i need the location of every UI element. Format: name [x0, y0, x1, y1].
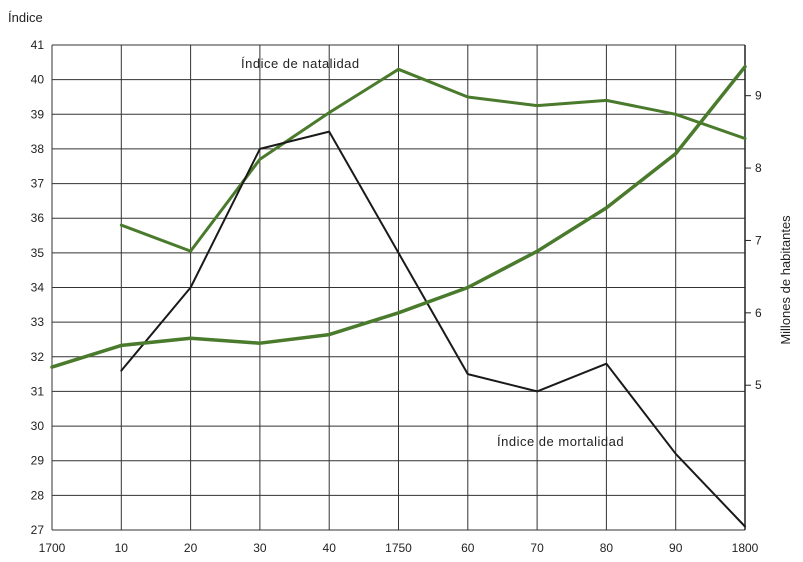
left-tick-label: 30	[31, 419, 45, 433]
left-tick-label: 38	[31, 142, 45, 156]
left-tick-label: 40	[31, 73, 45, 87]
series-lines	[50, 64, 747, 528]
x-tick-label: 20	[184, 541, 198, 555]
right-tick-label: 9	[755, 89, 762, 103]
left-axis-title: Índice	[8, 10, 43, 25]
left-tick-label: 27	[31, 523, 45, 537]
right-tick-label: 7	[755, 233, 762, 247]
right-tick-label: 8	[755, 161, 762, 175]
right-axis-title: Millones de habitantes	[778, 215, 793, 345]
left-tick-label: 36	[31, 211, 45, 225]
x-tick-label: 70	[530, 541, 544, 555]
left-axis-ticks: 27 28 29 30 31 32 33 34 35 36 37 38 39 40 41	[31, 38, 45, 537]
series-line-natalidad	[119, 67, 747, 253]
left-tick-label: 28	[31, 488, 45, 502]
grid-lines	[51, 44, 746, 531]
left-tick-label: 29	[31, 454, 45, 468]
left-tick-label: 31	[31, 384, 45, 398]
x-tick-label: 90	[669, 541, 683, 555]
left-tick-label: 41	[31, 38, 45, 52]
x-tick-label: 10	[115, 541, 129, 555]
x-tick-label: 30	[253, 541, 267, 555]
left-tick-label: 32	[31, 350, 45, 364]
series-label-mortalidad: Índice de mortalidad	[497, 434, 624, 449]
x-tick-label: 1750	[385, 541, 412, 555]
left-tick-label: 37	[31, 177, 45, 191]
left-tick-label: 34	[31, 281, 45, 295]
series-line-mortalidad	[120, 130, 746, 528]
left-tick-label: 35	[31, 246, 45, 260]
left-tick-label: 39	[31, 107, 45, 121]
x-tick-label: 1700	[39, 541, 66, 555]
right-axis-ticks: 5 6 7 8 9	[745, 89, 762, 392]
left-tick-label: 33	[31, 315, 45, 329]
series-label-natalidad: Índice de natalidad	[241, 56, 360, 71]
series-line-population	[50, 64, 747, 369]
right-tick-label: 5	[755, 378, 762, 392]
right-tick-label: 6	[755, 306, 762, 320]
x-tick-label: 40	[323, 541, 337, 555]
x-axis-ticks: 1700 10 20 30 40 1750 60 70 80 90 1800	[39, 541, 759, 555]
x-tick-label: 80	[600, 541, 614, 555]
x-tick-label: 60	[461, 541, 475, 555]
x-tick-label: 1800	[732, 541, 759, 555]
